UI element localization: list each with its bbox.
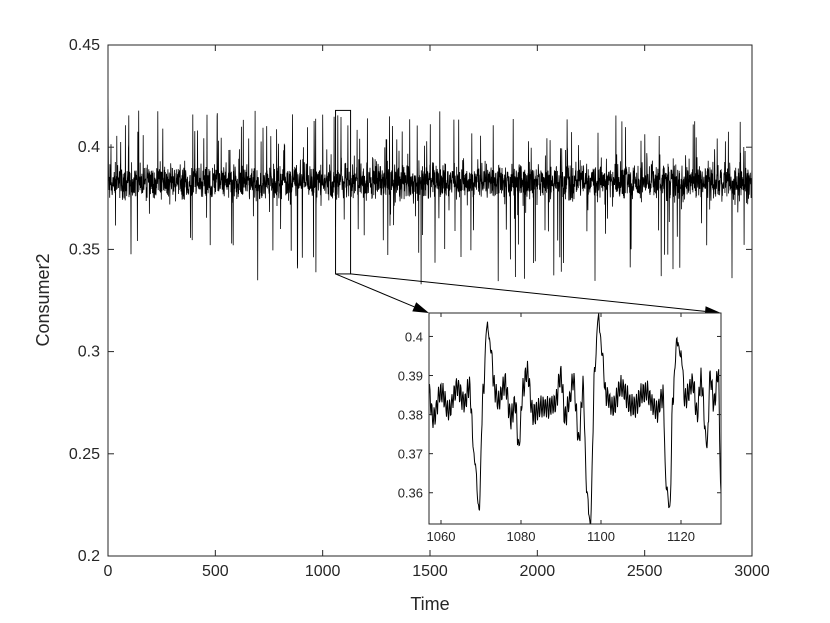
x-tick-label: 1120 [667, 529, 695, 544]
y-tick-label: 0.37 [398, 447, 423, 462]
y-tick-label: 0.35 [69, 241, 100, 258]
x-tick-label: 0 [104, 563, 113, 580]
main-y-ticks: 0.2 0.25 0.3 0.35 0.4 0.45 [69, 37, 752, 565]
x-tick-label: 1060 [427, 529, 456, 544]
main-series-path [107, 75, 753, 285]
y-tick-label: 0.2 [78, 548, 100, 565]
inset-y-ticks: 0.36 0.37 0.38 0.39 0.4 [398, 329, 721, 501]
x-tick-label: 2000 [520, 563, 556, 580]
inset-x-ticks: 1060 1080 1100 1120 [427, 313, 695, 544]
main-series-line [107, 75, 753, 285]
x-tick-label: 500 [202, 563, 229, 580]
x-tick-label: 3000 [734, 563, 770, 580]
y-tick-label: 0.45 [69, 37, 100, 54]
x-tick-label: 1080 [507, 529, 536, 544]
y-tick-label: 0.39 [398, 369, 423, 384]
y-tick-label: 0.36 [398, 486, 423, 501]
x-axis-label: Time [410, 594, 449, 614]
x-tick-label: 1500 [412, 563, 448, 580]
x-tick-label: 1100 [587, 529, 615, 544]
y-axis-label: Consumer2 [33, 253, 53, 346]
x-tick-label: 1000 [305, 563, 341, 580]
inset-series-line [428, 312, 722, 525]
y-tick-label: 0.4 [405, 329, 423, 344]
main-x-ticks: 0 500 1000 1500 2000 2500 3000 [104, 45, 770, 580]
zoom-connector-right [350, 273, 706, 312]
inset-plot: 1060 1080 1100 1120 0.36 0.37 0.38 0.39 0.4 [398, 312, 722, 544]
inset-axes-frame [428, 312, 722, 525]
x-tick-label: 2500 [627, 563, 663, 580]
zoom-box [335, 109, 352, 275]
inset-series-path [428, 312, 722, 525]
y-tick-label: 0.3 [78, 344, 100, 361]
zoom-connector-left [335, 273, 415, 308]
main-plot: 0 500 1000 1500 2000 2500 3000 0.20.250.30.350… [33, 37, 770, 614]
y-tick-label: 0.38 [398, 408, 423, 423]
zoom-arrowhead-left [412, 302, 429, 313]
y-tick-label: 0.4 [78, 139, 100, 156]
y-tick-label: 0.25 [69, 446, 100, 463]
